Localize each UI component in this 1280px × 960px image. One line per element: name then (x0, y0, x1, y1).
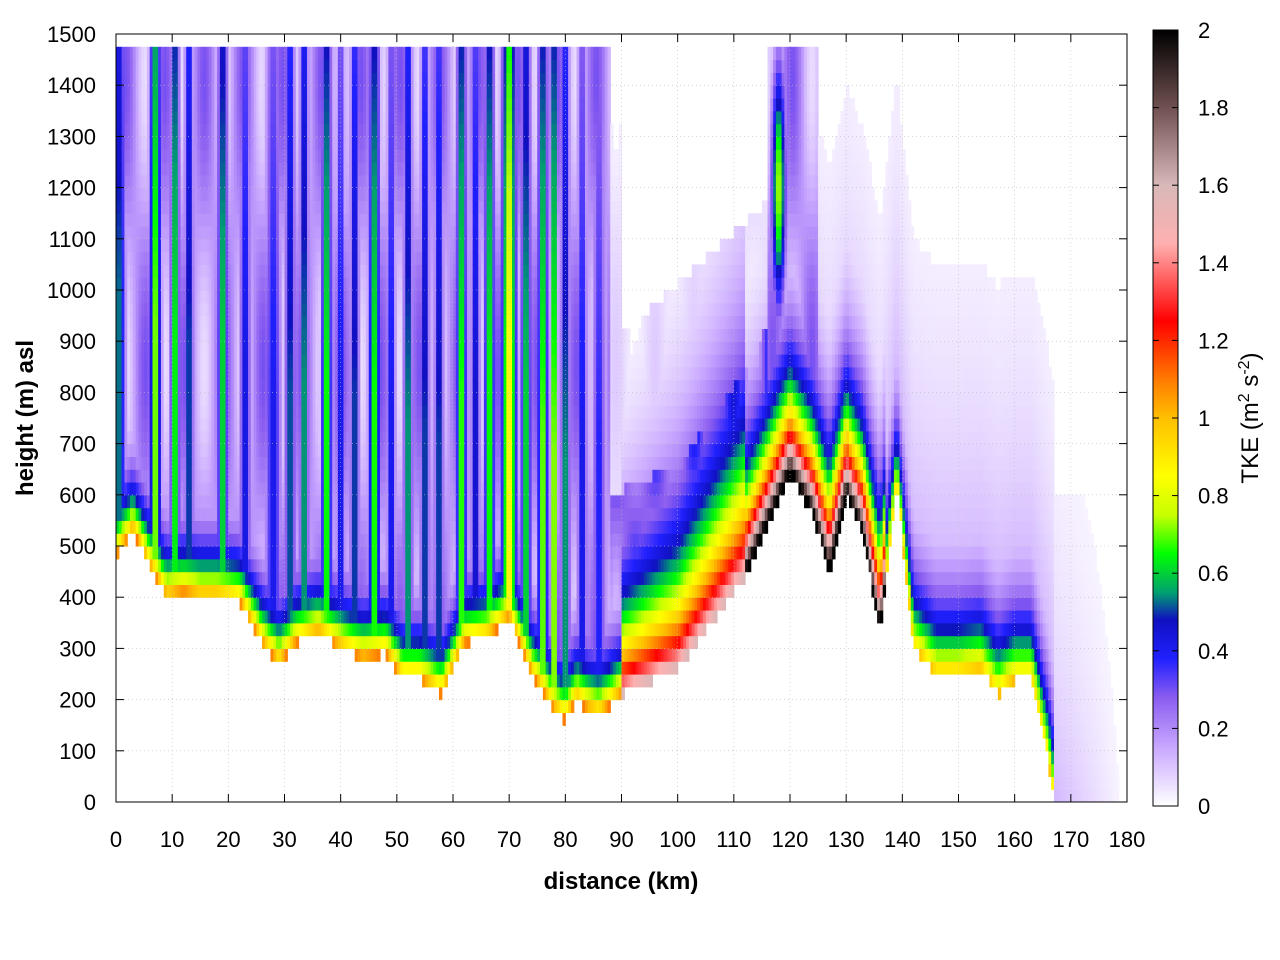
colorbar-tick-label: 0.8 (1198, 484, 1229, 509)
heatmap-field (116, 46, 1120, 802)
x-tick-label: 10 (160, 827, 184, 852)
x-tick-label: 180 (1109, 827, 1146, 852)
colorbar-tick-label: 1 (1198, 406, 1210, 431)
colorbar-tick-label: 1.8 (1198, 96, 1229, 121)
x-tick-label: 130 (828, 827, 865, 852)
y-tick-label: 0 (84, 790, 96, 815)
colorbar-tick-label: 1.2 (1198, 328, 1229, 353)
colorbar-ticks: 0 0.2 0.4 0.6 0.8 1 1.2 1.4 1.6 1.8 2 (1153, 18, 1229, 819)
y-tick-label: 600 (59, 483, 96, 508)
colorbar-title-end: ) (1237, 352, 1264, 360)
colorbar-title: TKE (m2 s-2) (1236, 352, 1264, 483)
colorbar-tick-label: 0.4 (1198, 639, 1229, 664)
grid-lines (116, 34, 1127, 802)
x-tick-label: 150 (940, 827, 977, 852)
x-tick-label: 20 (216, 827, 240, 852)
y-tick-label: 800 (59, 380, 96, 405)
colorbar-tick-label: 1.4 (1198, 251, 1229, 276)
x-tick-label: 100 (659, 827, 696, 852)
colorbar-title-sup1: 2 (1236, 393, 1253, 402)
colorbar-tick-label: 0 (1198, 794, 1210, 819)
x-tick-label: 70 (497, 827, 521, 852)
y-tick-label: 1500 (47, 22, 96, 47)
y-tick-label: 200 (59, 688, 96, 713)
y-tick-label: 1400 (47, 73, 96, 98)
x-tick-label: 50 (385, 827, 409, 852)
x-tick-label: 60 (441, 827, 465, 852)
y-tick-label: 100 (59, 739, 96, 764)
x-tick-label: 0 (110, 827, 122, 852)
x-tick-label: 40 (328, 827, 352, 852)
colorbar-tick-label: 1.6 (1198, 173, 1229, 198)
colorbar-tick-label: 0.6 (1198, 561, 1229, 586)
axis-ticks: 0 10 20 30 40 50 60 70 80 90 100 110 120 130 140 150 160… (47, 22, 1145, 852)
y-tick-label: 400 (59, 585, 96, 610)
x-tick-label: 140 (884, 827, 921, 852)
colorbar-tick-label: 0.2 (1198, 716, 1229, 741)
x-tick-label: 160 (996, 827, 1033, 852)
x-tick-label: 30 (272, 827, 296, 852)
y-tick-label: 1100 (49, 227, 96, 252)
x-tick-label: 90 (609, 827, 633, 852)
x-tick-label: 110 (716, 827, 751, 852)
y-tick-label: 300 (59, 636, 96, 661)
colorbar-title-sup2: -2 (1236, 360, 1253, 374)
colorbar-tick-label: 2 (1198, 18, 1210, 43)
x-tick-label: 170 (1052, 827, 1089, 852)
x-axis-title: distance (km) (544, 868, 699, 895)
y-tick-label: 1300 (47, 124, 96, 149)
colorbar-title-main: TKE (m (1237, 402, 1264, 483)
colorbar-title-mid: s (1237, 375, 1264, 394)
y-tick-label: 1200 (47, 176, 96, 201)
y-tick-label: 900 (59, 329, 96, 354)
x-tick-label: 80 (553, 827, 577, 852)
y-axis-title: height (m) asl (12, 340, 39, 496)
x-tick-label: 120 (772, 827, 809, 852)
y-tick-label: 700 (59, 432, 96, 457)
y-tick-label: 1000 (47, 278, 96, 303)
y-tick-label: 500 (59, 534, 96, 559)
